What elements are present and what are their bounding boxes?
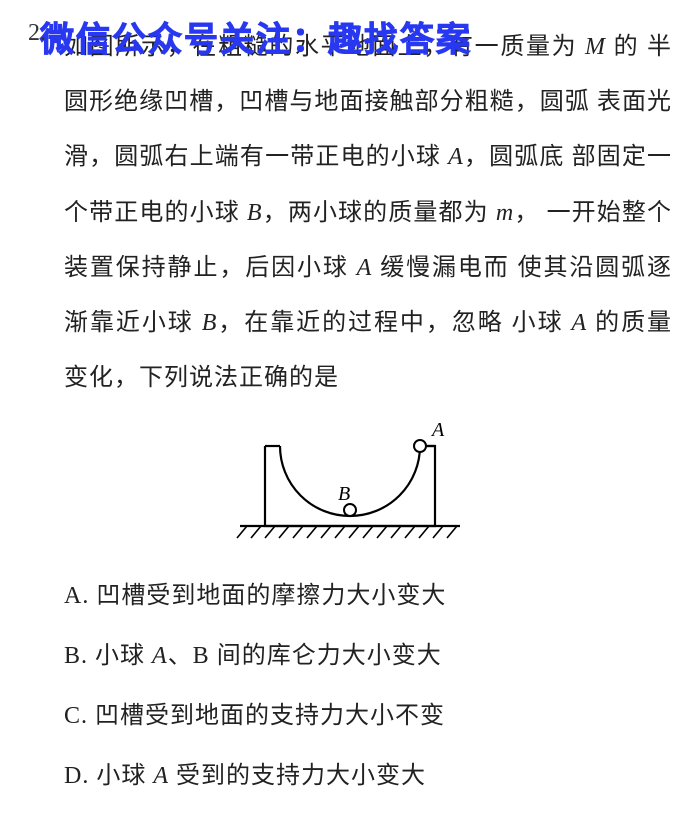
question-number: 2. <box>28 20 46 47</box>
option-b: B. 小球 A、B 间的库仑力大小变大 <box>64 626 672 686</box>
options-block: A. 凹槽受到地面的摩擦力大小变大 B. 小球 A、B 间的库仑力大小变大 C.… <box>64 566 672 806</box>
option-a: A. 凹槽受到地面的摩擦力大小变大 <box>64 566 672 626</box>
stem-line: 如图所示，在粗糙的水平地面上，有一质量为 M 的 <box>64 34 639 60</box>
option-c: C. 凹槽受到地面的支持力大小不变 <box>64 686 672 746</box>
diagram-label-a: A <box>430 419 445 441</box>
physics-diagram: A B <box>225 416 475 556</box>
question-stem: 如图所示，在粗糙的水平地面上，有一质量为 M 的 半圆形绝缘凹槽，凹槽与地面接触… <box>64 20 672 406</box>
diagram-label-b: B <box>338 483 350 505</box>
option-d: D. 小球 A 受到的支持力大小变大 <box>64 746 672 806</box>
